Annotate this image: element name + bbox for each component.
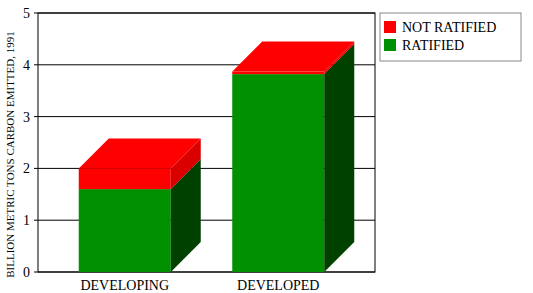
legend: NOT RATIFIED RATIFIED	[380, 13, 521, 61]
plot-frame	[38, 13, 375, 272]
tick-label: 5	[23, 6, 30, 21]
tick-mark	[34, 272, 38, 273]
legend-box	[380, 13, 521, 61]
y-axis-label: BILLION METRIC TONS CARBON EMITTED, 1991	[4, 31, 16, 277]
legend-swatch	[384, 21, 396, 33]
bar-segment	[232, 42, 354, 75]
bars	[79, 42, 355, 272]
chart-svg: 0 1 2 3 4 5 DEVELOPING DEVELOPED BILLION METRIC …	[0, 0, 533, 293]
chart-container: 0 1 2 3 4 5 DEVELOPING DEVELOPED BILLION METRIC …	[0, 0, 533, 293]
category-label: DEVELOPING	[80, 278, 169, 293]
tick-mark	[34, 13, 38, 14]
tick-label: 1	[23, 213, 30, 228]
legend-label: NOT RATIFIED	[402, 20, 496, 35]
tick-mark	[34, 64, 38, 65]
bar-segment	[232, 44, 354, 272]
tick-label: 0	[23, 265, 30, 280]
tick-label: 2	[23, 161, 30, 176]
category-label: DEVELOPED	[237, 278, 319, 293]
tick-mark	[34, 168, 38, 169]
tick-label: 4	[23, 58, 30, 73]
tick-mark	[34, 220, 38, 221]
legend-swatch	[384, 39, 396, 51]
legend-label: RATIFIED	[402, 38, 464, 53]
tick-label: 3	[23, 110, 30, 125]
bar-segment	[79, 138, 201, 189]
tick-mark	[34, 116, 38, 117]
